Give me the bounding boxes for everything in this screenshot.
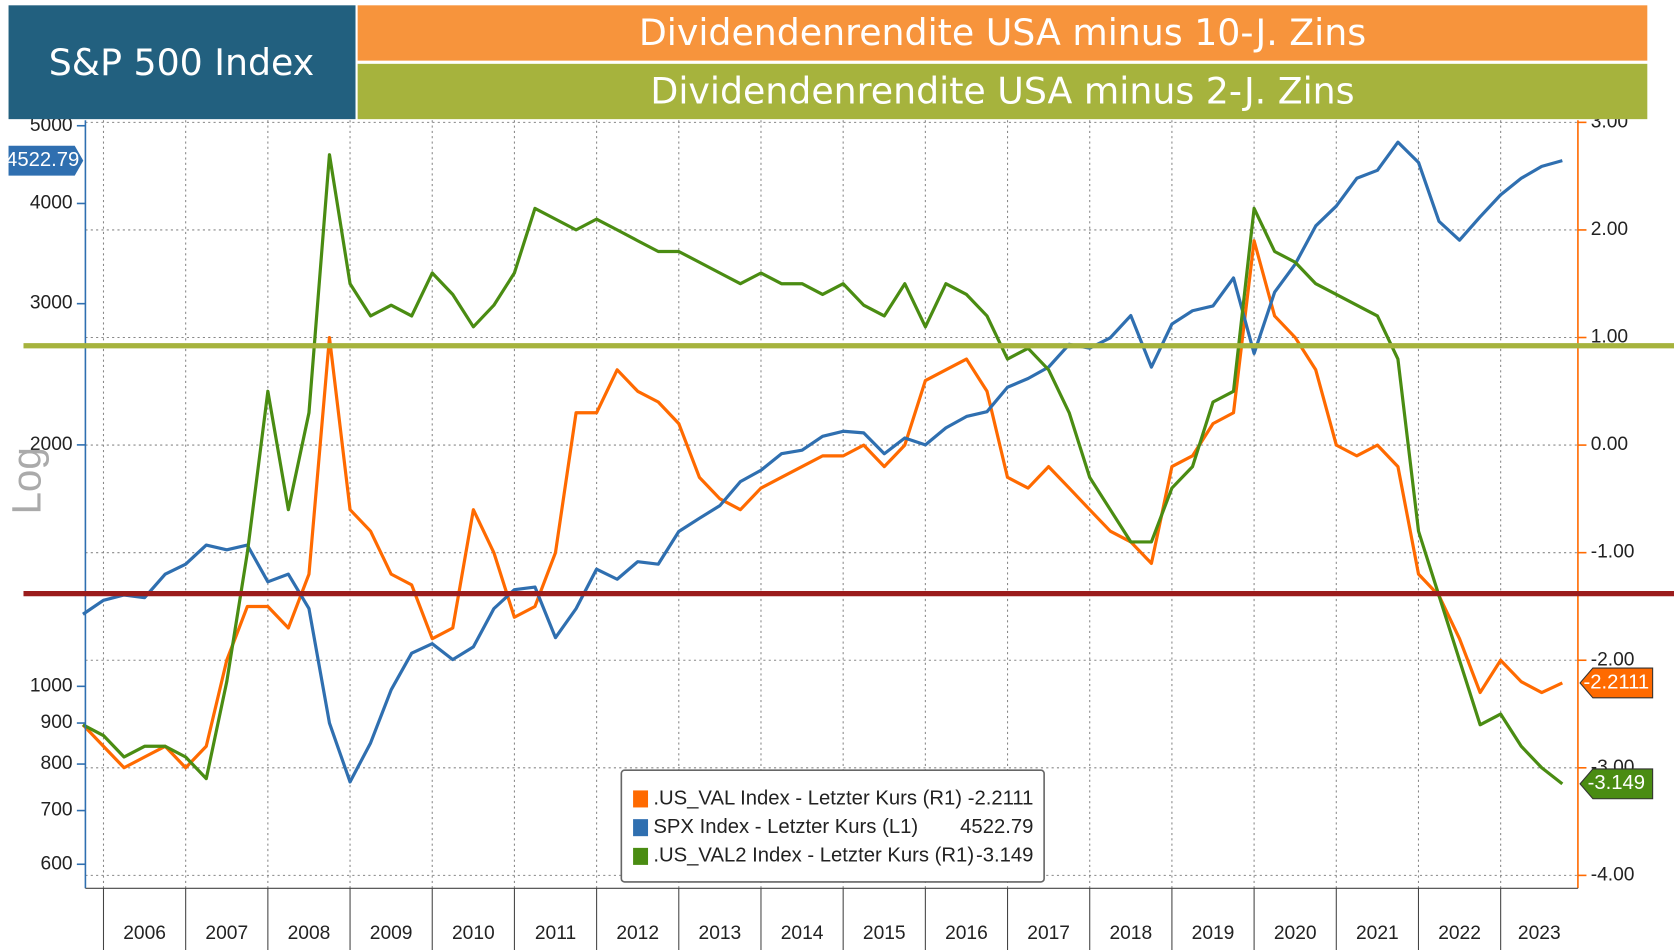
x-tick-label: 2023 bbox=[1518, 923, 1561, 944]
x-tick-label: 2020 bbox=[1274, 923, 1317, 944]
x-tick-label: 2015 bbox=[863, 923, 906, 944]
y-tick-label: 5000 bbox=[30, 115, 73, 136]
value-tag bbox=[1579, 667, 1654, 699]
x-tick-label: 2010 bbox=[452, 923, 495, 944]
y2-tick-label: 2.00 bbox=[1591, 219, 1628, 240]
legend-value: 4522.79 bbox=[960, 816, 1033, 838]
grid bbox=[85, 120, 1578, 889]
y2-tick-label: -4.00 bbox=[1591, 864, 1635, 885]
legend-label: .US_VAL2 Index - Letzter Kurs (R1) bbox=[653, 845, 974, 867]
value-tag-label: 4522.79 bbox=[6, 149, 79, 171]
y-axis-label: Log bbox=[4, 447, 50, 514]
series-line bbox=[82, 140, 1563, 784]
value-tag-label: -2.2111 bbox=[1583, 671, 1649, 693]
x-tick-label: 2012 bbox=[616, 923, 659, 944]
legend-value: -2.2111 bbox=[968, 787, 1034, 809]
last-value-tags: -2.2111 4522.79 -3.149 bbox=[6, 145, 1654, 800]
legend-swatch bbox=[633, 819, 649, 837]
y-tick-label: 2000 bbox=[30, 434, 73, 455]
y-tick-label: 1000 bbox=[30, 675, 73, 696]
legend-swatch bbox=[633, 790, 649, 808]
value-tag bbox=[1579, 768, 1654, 800]
x-tick-label: 2022 bbox=[1438, 923, 1481, 944]
x-tick-label: 2021 bbox=[1356, 923, 1399, 944]
x-tick-label: 2019 bbox=[1192, 923, 1235, 944]
x-tick-label: 2018 bbox=[1109, 923, 1152, 944]
chart-title: S&P 500 Index bbox=[49, 41, 314, 84]
legend-swatch bbox=[633, 847, 649, 865]
subtitle: Dividendenrendite USA minus 2-J. Zins bbox=[650, 70, 1354, 113]
title-box bbox=[8, 5, 356, 120]
y2-tick-label: -2.00 bbox=[1591, 649, 1635, 670]
x-tick-label: 2013 bbox=[699, 923, 742, 944]
x-tick-label: 2007 bbox=[205, 923, 248, 944]
y2-tick-label: -1.00 bbox=[1591, 542, 1635, 563]
legend-label: SPX Index - Letzter Kurs (L1) bbox=[653, 816, 918, 838]
legend: .US_VAL Index - Letzter Kurs (R1) -2.2111… bbox=[620, 769, 1045, 883]
x-tick-label: 2011 bbox=[535, 923, 576, 944]
y-tick-label: 800 bbox=[41, 753, 73, 774]
x-tick-label: 2009 bbox=[370, 923, 413, 944]
subtitle: Dividendenrendite USA minus 10-J. Zins bbox=[639, 11, 1366, 54]
legend-box bbox=[620, 769, 1045, 883]
value-tag bbox=[8, 145, 84, 176]
x-tick-label: 2008 bbox=[288, 923, 331, 944]
y-tick-label: 900 bbox=[41, 712, 73, 733]
x-tick-label: 2006 bbox=[123, 923, 166, 944]
y-tick-label: 600 bbox=[41, 853, 73, 874]
y-tick-label: 4000 bbox=[30, 193, 73, 214]
x-tick-label: 2017 bbox=[1027, 923, 1070, 944]
x-tick-label: 2016 bbox=[945, 923, 988, 944]
y2-tick-label: 1.00 bbox=[1591, 327, 1628, 348]
legend-label: .US_VAL Index - Letzter Kurs (R1) bbox=[653, 787, 962, 809]
series-line bbox=[82, 153, 1564, 786]
value-tag-label: -3.149 bbox=[1588, 772, 1645, 794]
series-lines bbox=[81, 140, 1564, 786]
legend-value: -3.149 bbox=[976, 845, 1033, 867]
y-tick-label: 3000 bbox=[30, 293, 73, 314]
y2-tick-label: 0.00 bbox=[1591, 434, 1628, 455]
subtitle-box bbox=[357, 5, 1648, 61]
y-tick-label: 700 bbox=[41, 800, 73, 821]
subtitle-box bbox=[357, 63, 1648, 120]
x-tick-label: 2014 bbox=[781, 923, 824, 944]
series-line bbox=[81, 239, 1564, 770]
